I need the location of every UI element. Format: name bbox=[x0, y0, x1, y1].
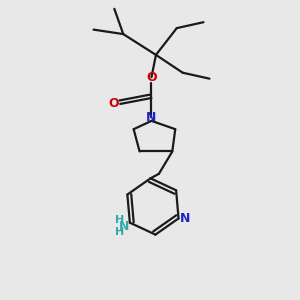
Text: H: H bbox=[115, 215, 124, 225]
Text: N: N bbox=[119, 220, 129, 233]
Text: O: O bbox=[108, 98, 119, 110]
Text: N: N bbox=[146, 111, 157, 124]
Text: N: N bbox=[180, 212, 190, 225]
Text: H: H bbox=[115, 227, 124, 237]
Text: O: O bbox=[146, 71, 157, 84]
